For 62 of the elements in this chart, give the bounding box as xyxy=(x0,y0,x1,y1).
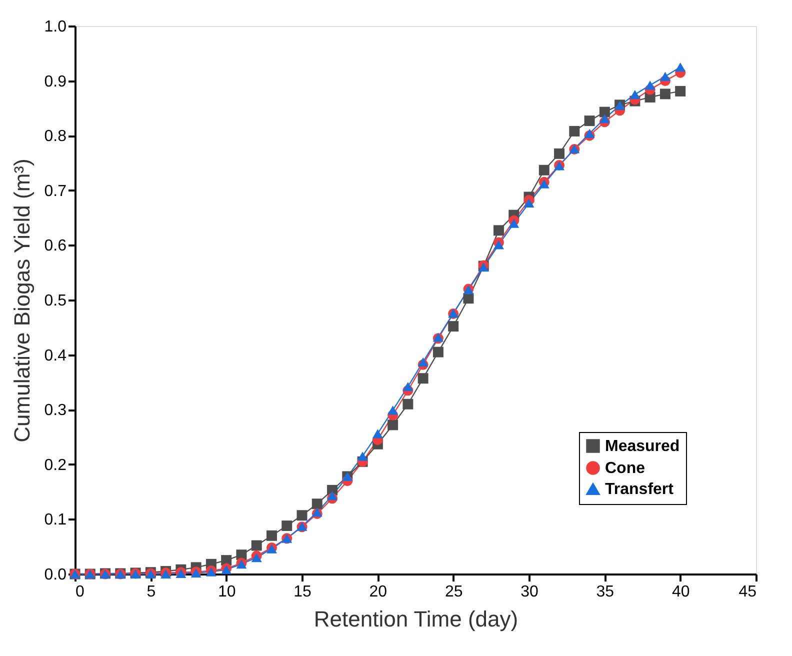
point xyxy=(463,293,474,304)
x-tick-label: 35 xyxy=(596,584,614,600)
y-tick-label: 0.4 xyxy=(44,347,67,364)
point xyxy=(432,346,444,358)
point xyxy=(660,72,670,81)
point xyxy=(418,357,428,366)
point xyxy=(675,86,686,96)
x-tick-label: 30 xyxy=(520,584,538,600)
point xyxy=(388,420,398,430)
point xyxy=(312,498,322,510)
legend-label: Cone xyxy=(605,460,646,477)
y-tick-label: 0.9 xyxy=(44,73,67,90)
point xyxy=(493,240,504,250)
legend-label: Transfert xyxy=(605,481,674,498)
point xyxy=(448,321,459,332)
x-tick-label: 15 xyxy=(294,584,312,600)
point xyxy=(644,80,656,90)
point xyxy=(584,116,595,126)
x-tick-label: 10 xyxy=(218,584,236,600)
point xyxy=(508,218,520,228)
point xyxy=(357,452,368,461)
point xyxy=(402,382,414,392)
point xyxy=(660,88,670,100)
y-tick-label: 0.8 xyxy=(44,128,67,146)
point xyxy=(372,429,383,438)
point xyxy=(282,520,292,532)
point xyxy=(599,114,610,124)
point xyxy=(630,90,640,100)
x-tick-label: 0 xyxy=(76,584,84,600)
point xyxy=(251,553,262,562)
point xyxy=(388,406,398,415)
point xyxy=(296,510,308,521)
y-tick-label: 0.1 xyxy=(44,512,67,529)
y-tick-label: 0.2 xyxy=(44,456,67,474)
legend-label: Measured xyxy=(605,438,680,455)
point xyxy=(418,373,428,384)
x-tick-label: 45 xyxy=(738,584,757,600)
point xyxy=(538,164,550,176)
y-axis-title: Cumulative Biogas Yield (m³) xyxy=(9,158,34,442)
x-tick-label: 25 xyxy=(444,584,463,600)
x-tick-label: 40 xyxy=(672,584,690,600)
point xyxy=(599,106,610,118)
point xyxy=(584,128,595,138)
x-axis-title: Retention Time (day) xyxy=(314,606,518,632)
point xyxy=(538,179,550,188)
y-tick-label: 1.0 xyxy=(44,18,67,36)
point xyxy=(327,491,338,500)
x-tick-label: 5 xyxy=(146,584,156,600)
y-tick-label: 0.7 xyxy=(44,182,67,200)
point xyxy=(493,225,504,236)
point xyxy=(266,530,277,541)
y-tick-label: 0.3 xyxy=(44,402,67,420)
y-tick-label: 0.5 xyxy=(44,292,67,310)
point xyxy=(524,198,534,208)
point xyxy=(569,126,580,136)
point xyxy=(402,398,414,410)
y-tick-label: 0.0 xyxy=(44,566,67,584)
point xyxy=(675,62,686,72)
y-tick-label: 0.6 xyxy=(44,238,67,255)
x-tick-label: 20 xyxy=(369,584,388,600)
point xyxy=(554,148,565,159)
point xyxy=(251,540,262,551)
